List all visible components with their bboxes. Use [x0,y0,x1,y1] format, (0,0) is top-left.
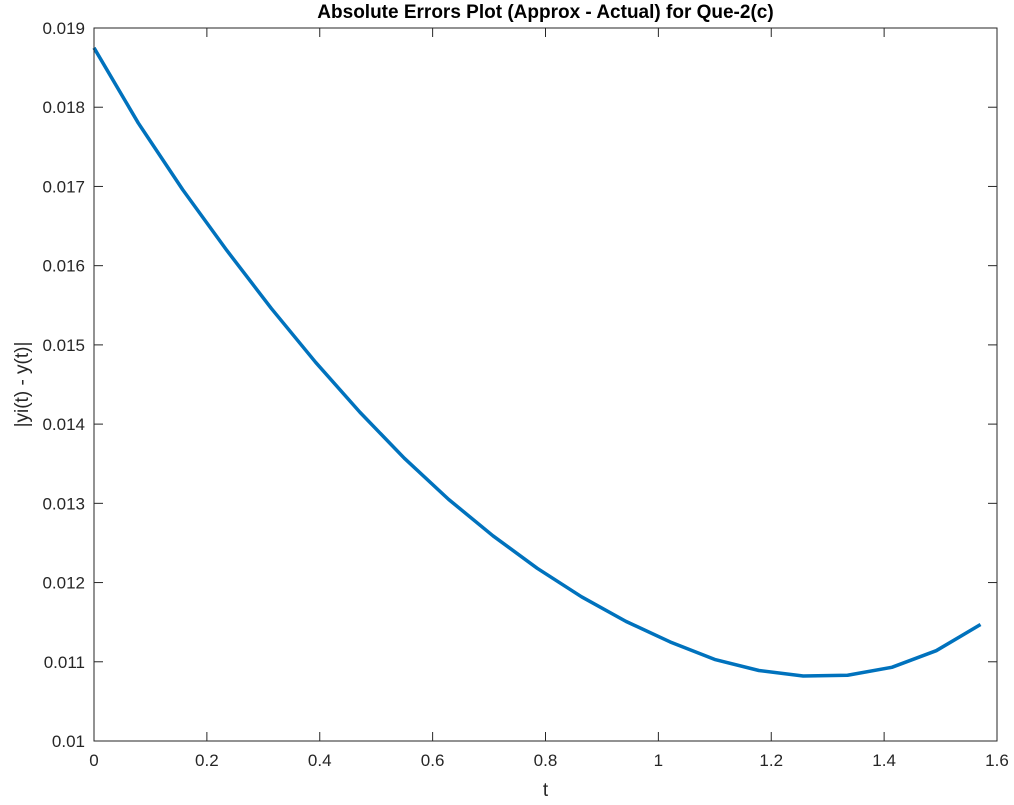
y-tick-label: 0.011 [44,653,85,672]
plot-area-background [94,28,997,741]
y-tick-label: 0.017 [42,177,85,196]
x-tick-label: 0.6 [421,751,445,770]
y-tick-label: 0.014 [42,415,85,434]
x-tick-label: 1 [654,751,663,770]
y-tick-label: 0.013 [42,494,85,513]
chart-title: Absolute Errors Plot (Approx - Actual) f… [317,2,773,23]
y-tick-label: 0.018 [42,98,85,117]
x-tick-label: 1.4 [872,751,896,770]
y-axis-label: |yi(t) - y(t)| [12,342,33,428]
y-tick-label: 0.019 [42,19,85,38]
y-tick-label: 0.016 [42,257,85,276]
series-line [92,46,982,678]
x-tick-label: 1.2 [759,751,783,770]
axes-box [93,27,998,742]
x-tick-label: 1.6 [985,751,1009,770]
x-tick-label: 0.8 [534,751,558,770]
y-tick-label: 0.015 [42,336,85,355]
y-tick-label: 0.01 [52,732,85,751]
tick-labels: 0 0.2 0.4 0.6 0.8 1 1.2 1.4 1.6 0.01 0.011 0.012 0.0… [42,19,1008,770]
x-axis-label: t [543,780,549,800]
y-tick-label: 0.012 [42,574,85,593]
data-series [92,46,982,678]
x-tick-label: 0.2 [195,751,219,770]
x-tick-label: 0 [89,751,98,770]
x-tick-label: 0.4 [308,751,332,770]
